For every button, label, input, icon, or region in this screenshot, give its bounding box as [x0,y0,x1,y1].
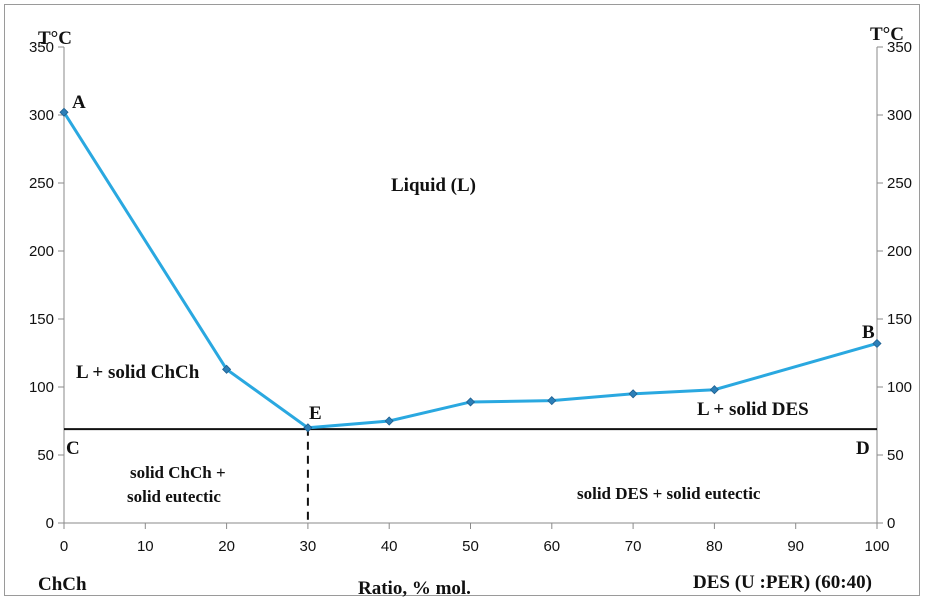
y-tick-label-left: 250 [29,175,54,192]
data-point-marker [465,397,476,407]
region-solid-des: solid DES + solid eutectic [577,484,761,503]
y-tick-label-right: 100 [887,379,912,396]
point-label-c: C [66,438,80,459]
point-label-e: E [309,403,322,424]
x-tick-label: 70 [625,538,642,555]
x-tick-label: 50 [462,538,479,555]
data-point-marker [547,396,557,406]
data-point-marker [709,385,719,395]
y-tick-label-right: 0 [887,515,895,532]
x-tick-label: 100 [864,538,889,555]
y-tick-label-left: 350 [29,39,54,56]
y-tick-label-left: 100 [29,379,54,396]
x-tick-label: 0 [60,538,68,555]
y-axis-label-right: T°C [870,24,904,45]
x-axis-label: Ratio, % mol. [358,578,471,599]
x-right-end-label: DES (U :PER) (60:40) [693,572,872,593]
point-label-b: B [862,322,875,343]
y-tick-label-right: 150 [887,311,912,328]
x-tick-label: 40 [381,538,398,555]
x-tick-label: 80 [706,538,723,555]
data-point-marker [872,338,882,349]
y-tick-label-left: 50 [37,447,54,464]
axes [58,46,883,529]
data-point-marker [222,364,232,374]
y-tick-label-left: 300 [29,107,54,124]
data-point-marker [628,389,638,399]
x-tick-label: 10 [137,538,154,555]
x-tick-label: 90 [787,538,804,555]
region-l-solid-chch: L + solid ChCh [76,362,200,383]
point-label-d: D [856,438,870,459]
x-tick-label: 20 [218,538,235,555]
y-tick-label-right: 200 [887,243,912,260]
y-tick-label-left: 150 [29,311,54,328]
y-tick-label-right: 350 [887,39,912,56]
x-tick-label: 60 [543,538,560,555]
x-left-end-label: ChCh [38,574,87,595]
y-axis-label-left: T°C [38,28,72,49]
data-point-marker [303,423,313,433]
y-tick-label-right: 250 [887,175,912,192]
region-liquid: Liquid (L) [391,175,476,196]
region-solid-chch-line1: solid ChCh + [130,463,226,482]
y-tick-label-left: 200 [29,243,54,260]
y-tick-label-right: 300 [887,107,912,124]
data-point-marker [384,416,394,426]
region-solid-chch-line2: solid eutectic [127,487,221,506]
region-l-solid-des: L + solid DES [697,399,809,420]
chart-frame [4,4,920,596]
data-point-marker [59,107,69,117]
data-points [59,107,882,433]
point-label-a: A [72,92,86,113]
y-tick-label-right: 50 [887,447,904,464]
x-tick-label: 30 [300,538,317,555]
y-tick-label-left: 0 [46,515,54,532]
